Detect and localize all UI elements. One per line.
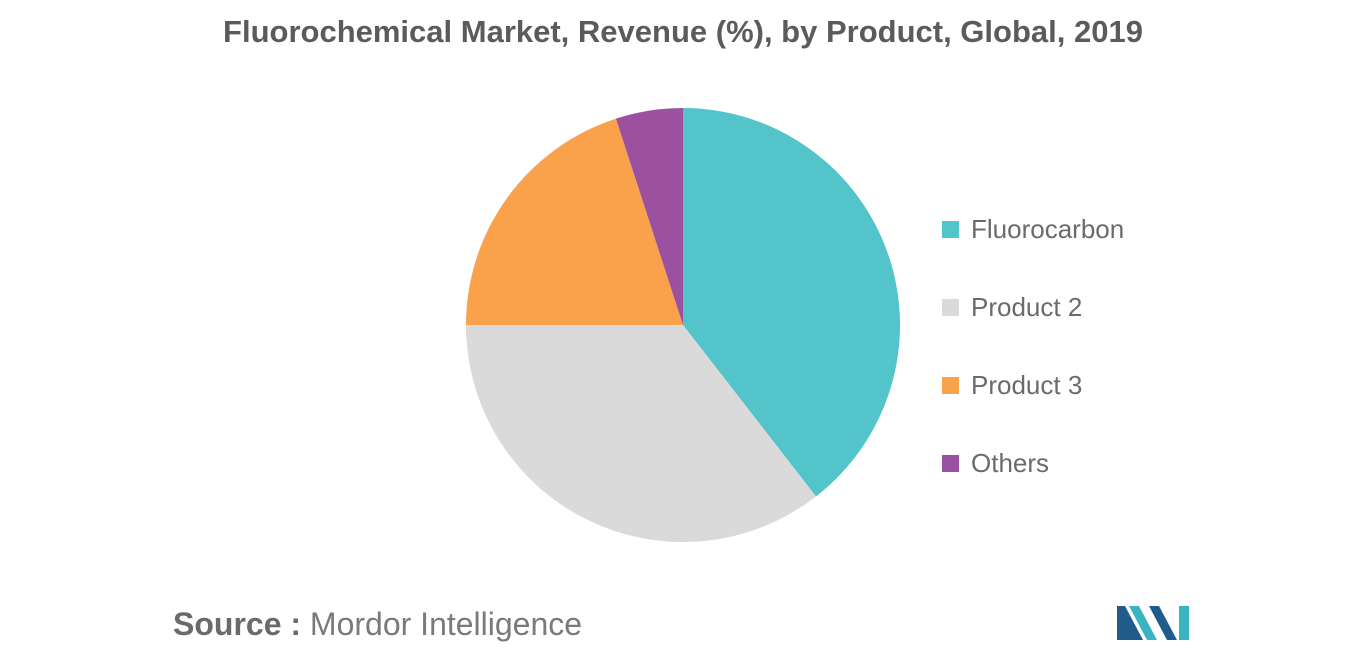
legend-swatch — [942, 220, 959, 238]
legend-label: Others — [971, 447, 1050, 478]
pie-slice-others — [615, 108, 683, 325]
legend-item-others: Others — [942, 424, 1124, 502]
legend-item-product-3: Product 3 — [942, 346, 1124, 424]
pie-slices — [466, 108, 900, 542]
source-text: Mordor Intelligence — [309, 606, 583, 642]
source-label: Source : — [173, 606, 302, 642]
source-note: Source : Mordor Intelligence — [173, 606, 582, 643]
legend-label: Product 2 — [971, 291, 1083, 322]
legend-item-product-2: Product 2 — [942, 268, 1124, 346]
chart-legend: Fluorocarbon Product 2 Product 3 Others — [942, 190, 1124, 502]
legend-label: Fluorocarbon — [971, 213, 1125, 244]
legend-item-fluorocarbon: Fluorocarbon — [942, 190, 1124, 268]
chart-title: Fluorochemical Market, Revenue (%), by P… — [223, 14, 1143, 49]
legend-swatch — [942, 376, 959, 394]
legend-label: Product 3 — [971, 369, 1083, 400]
pie-slice-product-3 — [466, 118, 683, 326]
legend-swatch — [942, 454, 959, 472]
mordor-intelligence-logo — [1117, 606, 1189, 640]
pie-slice-fluorocarbon — [683, 108, 900, 497]
legend-swatch — [942, 298, 959, 316]
pie-slice-product-2 — [466, 325, 816, 542]
